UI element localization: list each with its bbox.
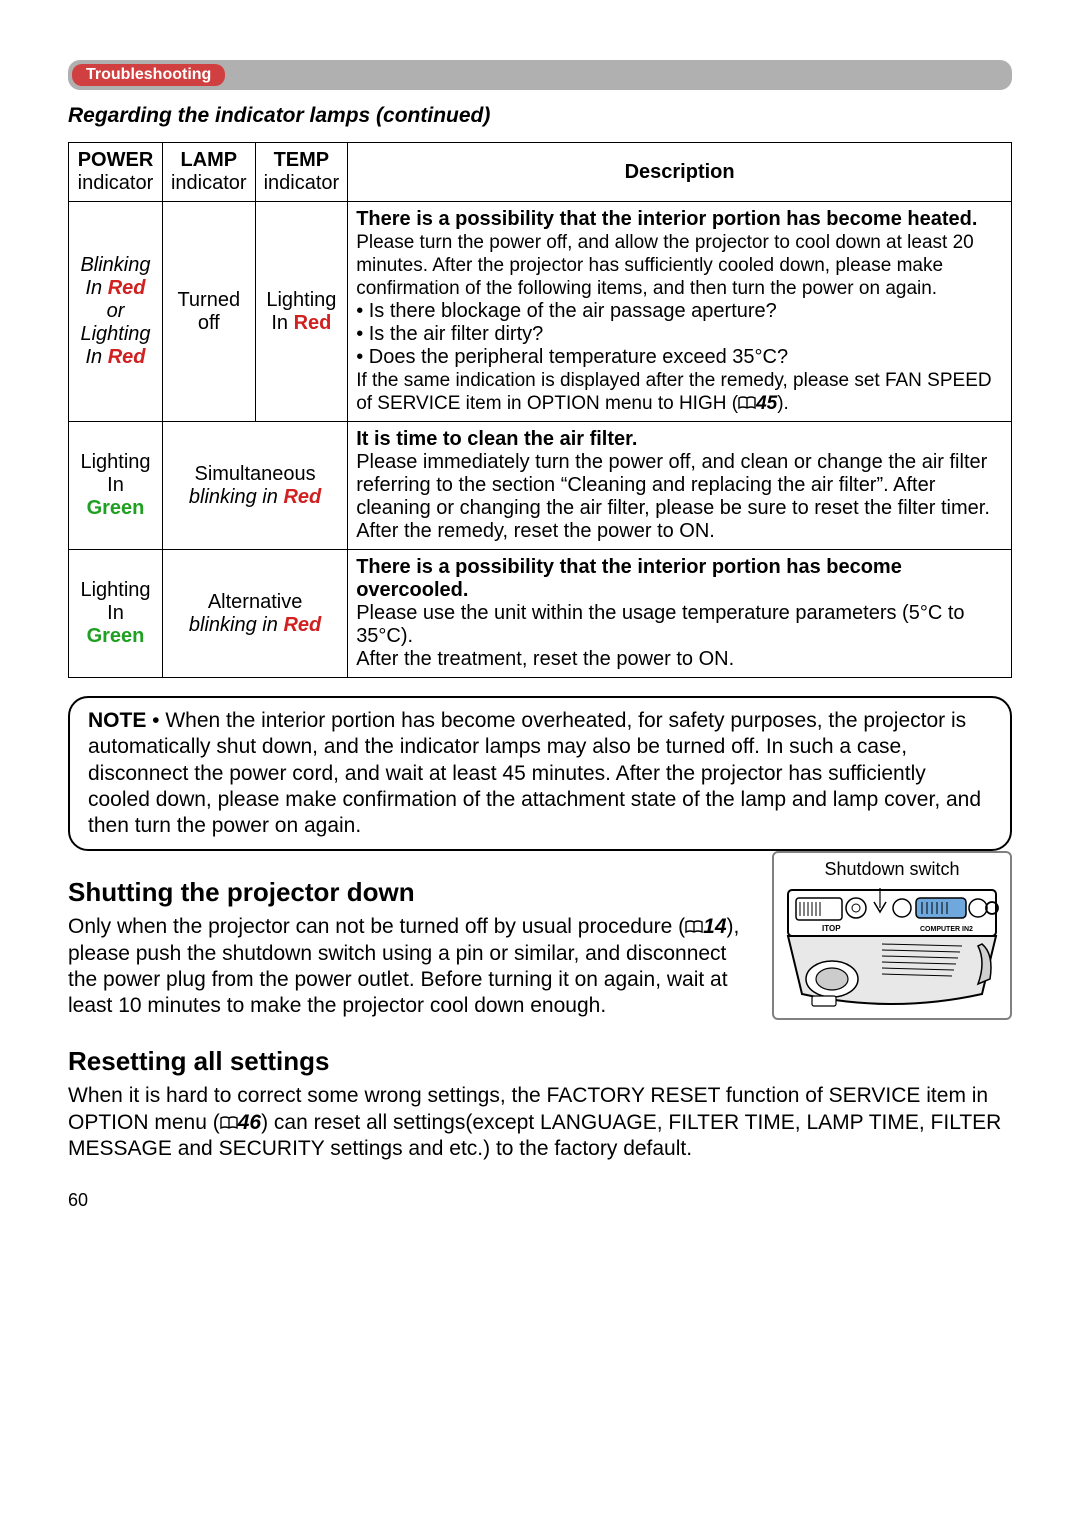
book-icon: [220, 1116, 238, 1130]
lamptemp-state-text: Alternative blinking in Red: [189, 591, 321, 636]
cell-lamp: Turned off: [162, 202, 255, 422]
cell-lamp-temp: Simultaneous blinking in Red: [162, 422, 347, 550]
th-power-sub: indicator: [78, 172, 154, 194]
cell-power: Blinking In Red or Lighting In Red: [69, 202, 163, 422]
desc-bullet: • Is there blockage of the air passage a…: [356, 300, 777, 322]
shutdown-figure: Shutdown switch: [772, 851, 1012, 1020]
th-lamp: LAMP indicator: [162, 143, 255, 202]
desc-bullet: • Is the air filter dirty?: [356, 323, 543, 345]
port-label: COMPUTER IN2: [920, 926, 973, 933]
page-number: 60: [68, 1190, 1012, 1211]
desc-body: Please turn the power off, and allow the…: [356, 232, 974, 299]
th-desc-label: Description: [625, 161, 735, 183]
lamp-state-text: Turned off: [177, 289, 240, 334]
th-temp-sub: indicator: [264, 172, 340, 194]
power-state-text: Blinking In Red or Lighting In Red: [80, 254, 150, 368]
shutdown-text: Only when the projector can not be turne…: [68, 914, 756, 1019]
projector-illustration: ITOP COMPUTER IN2: [782, 884, 1002, 1014]
reset-text: When it is hard to correct some wrong se…: [68, 1083, 1012, 1162]
th-desc: Description: [348, 143, 1012, 202]
th-temp-main: TEMP: [274, 149, 330, 171]
temp-state-text: Lighting In Red: [266, 289, 336, 334]
desc-body: Please use the unit within the usage tem…: [356, 602, 964, 670]
heading-reset: Resetting all settings: [68, 1046, 1012, 1077]
cell-power: Lighting In Green: [69, 422, 163, 550]
cell-desc: There is a possibility that the interior…: [348, 550, 1012, 678]
cell-lamp-temp: Alternative blinking in Red: [162, 550, 347, 678]
lamptemp-state-text: Simultaneous blinking in Red: [189, 463, 321, 508]
indicator-table: POWER indicator LAMP indicator TEMP indi…: [68, 142, 1012, 678]
power-state-text: Lighting In Green: [80, 579, 150, 647]
desc-body: Please immediately turn the power off, a…: [356, 451, 990, 542]
note-box: NOTE • When the interior portion has bec…: [68, 696, 1012, 851]
th-lamp-sub: indicator: [171, 172, 247, 194]
th-lamp-main: LAMP: [180, 149, 237, 171]
cell-temp: Lighting In Red: [255, 202, 348, 422]
desc-bullet: • Does the peripheral temperature exceed…: [356, 346, 788, 368]
port-label: ITOP: [822, 924, 841, 933]
table-row: Lighting In Green Alternative blinking i…: [69, 550, 1012, 678]
cell-power: Lighting In Green: [69, 550, 163, 678]
th-temp: TEMP indicator: [255, 143, 348, 202]
figure-caption: Shutdown switch: [778, 859, 1006, 880]
page-subtitle: Regarding the indicator lamps (continued…: [68, 104, 1012, 128]
th-power-main: POWER: [78, 149, 154, 171]
desc-title: There is a possibility that the interior…: [356, 556, 902, 601]
th-power: POWER indicator: [69, 143, 163, 202]
desc-title: It is time to clean the air filter.: [356, 428, 637, 450]
book-icon: [685, 920, 703, 934]
note-label: NOTE: [88, 709, 146, 732]
note-text: • When the interior portion has become o…: [88, 709, 981, 837]
table-row: Blinking In Red or Lighting In Red Turne…: [69, 202, 1012, 422]
power-state-text: Lighting In Green: [80, 451, 150, 519]
section-header-bar: Troubleshooting: [68, 60, 1012, 90]
section-pill: Troubleshooting: [72, 64, 225, 86]
heading-shutdown: Shutting the projector down: [68, 877, 756, 908]
desc-title: There is a possibility that the interior…: [356, 208, 977, 230]
book-icon: [738, 396, 756, 410]
cell-desc: There is a possibility that the interior…: [348, 202, 1012, 422]
cell-desc: It is time to clean the air filter. Plea…: [348, 422, 1012, 550]
table-row: Lighting In Green Simultaneous blinking …: [69, 422, 1012, 550]
desc-body: If the same indication is displayed afte…: [356, 370, 991, 414]
